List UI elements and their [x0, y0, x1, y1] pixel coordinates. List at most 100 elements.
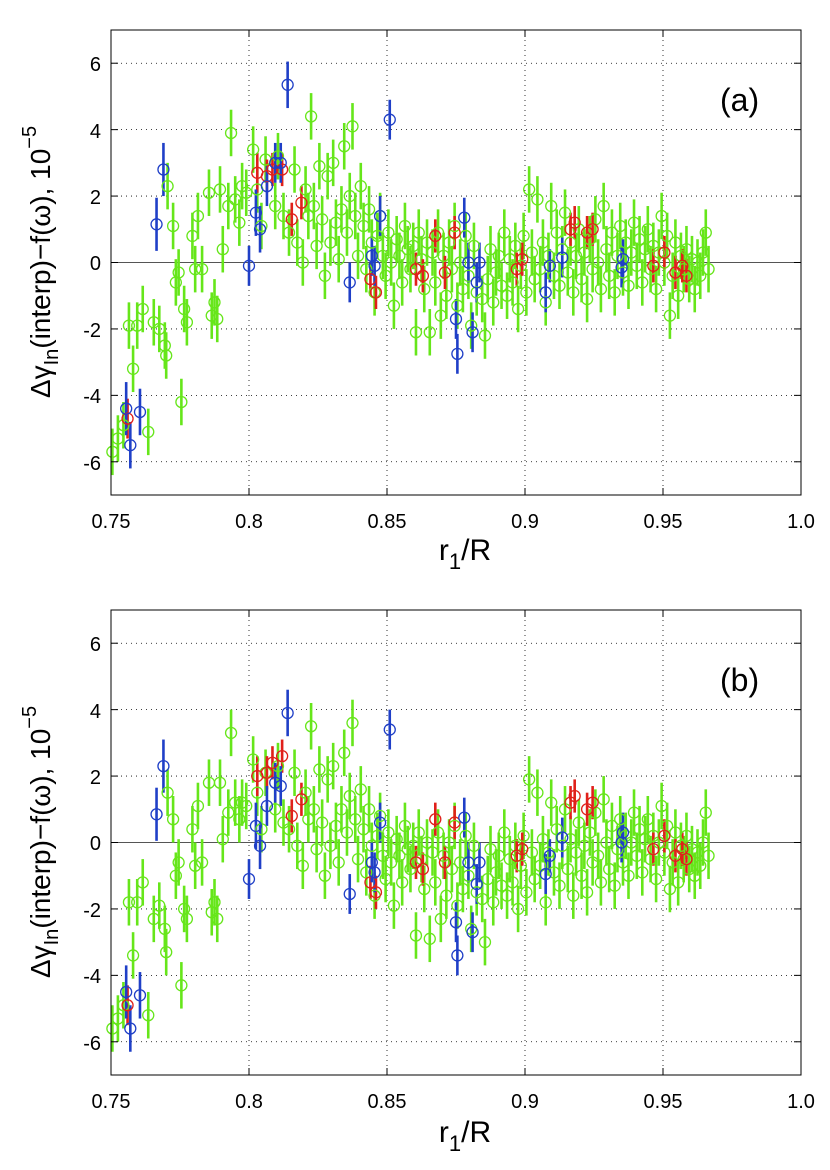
- green-data-point: [569, 249, 583, 263]
- green-data-point: [699, 226, 712, 239]
- green-data-point: [511, 302, 525, 316]
- green-data-point: [211, 912, 224, 926]
- blue-data-point: [451, 949, 464, 962]
- green-data-point: [222, 806, 235, 819]
- green-data-point: [304, 720, 318, 733]
- green-data-point: [153, 322, 166, 336]
- green-data-point: [299, 786, 312, 799]
- green-data-point: [484, 243, 497, 256]
- green-data-point: [229, 193, 242, 206]
- green-data-point: [251, 786, 264, 799]
- green-data-point: [382, 826, 395, 839]
- y-tick-label: 0: [90, 253, 101, 275]
- green-data-point: [680, 829, 693, 843]
- blue-data-point: [120, 402, 133, 415]
- green-data-point: [558, 206, 572, 219]
- green-data-point: [453, 856, 467, 869]
- green-data-point: [398, 819, 412, 833]
- green-data-point: [382, 226, 395, 239]
- green-data-point: [633, 233, 646, 246]
- green-data-point: [539, 296, 552, 309]
- green-data-point: [240, 186, 253, 199]
- green-data-point: [332, 253, 345, 266]
- y-tick-labels: -6 -4 -2 0 2 4 6: [83, 54, 101, 475]
- blue-data-point: [451, 347, 464, 360]
- green-data-point: [448, 219, 461, 233]
- green-data-point: [376, 849, 390, 862]
- green-data-point: [630, 849, 643, 862]
- green-data-point: [180, 316, 194, 329]
- green-data-point: [191, 209, 205, 223]
- green-data-point: [240, 799, 253, 813]
- green-data-point: [390, 233, 403, 246]
- green-data-point: [561, 862, 574, 876]
- green-data-point: [669, 826, 682, 839]
- green-data-point: [327, 156, 340, 170]
- green-data-point: [166, 813, 180, 826]
- green-data-point: [487, 296, 500, 309]
- green-data-point: [547, 866, 561, 879]
- green-data-point: [478, 935, 492, 949]
- green-data-point: [536, 833, 550, 846]
- green-data-point: [564, 236, 577, 249]
- green-data-point: [111, 432, 125, 445]
- green-data-point: [569, 846, 583, 859]
- green-data-point: [545, 796, 558, 809]
- green-data-point: [160, 349, 173, 362]
- green-data-point: [597, 199, 610, 213]
- green-data-point: [426, 246, 439, 259]
- green-data-point: [694, 269, 707, 282]
- green-data-point: [213, 183, 227, 196]
- y-tick-label: -2: [83, 900, 101, 922]
- red-data-point: [586, 796, 599, 809]
- green-data-point: [106, 1022, 119, 1035]
- x-axis-label: r1/R: [439, 534, 491, 574]
- green-data-point: [277, 209, 290, 223]
- green-data-point: [696, 836, 710, 849]
- green-data-point: [318, 869, 332, 882]
- green-data-point: [509, 239, 522, 253]
- blue-data-point: [157, 163, 170, 176]
- green-data-point: [616, 266, 630, 279]
- green-data-point: [371, 829, 384, 843]
- green-data-point: [426, 846, 439, 859]
- green-data-point: [442, 836, 456, 849]
- green-data-point: [611, 842, 624, 856]
- red-data-point: [266, 756, 279, 769]
- green-data-point: [291, 839, 304, 852]
- green-data-point: [503, 253, 516, 266]
- red-data-point: [568, 789, 581, 803]
- green-data-point: [511, 902, 525, 916]
- x-label-tail: /R: [461, 1116, 491, 1149]
- green-data-point: [489, 266, 503, 279]
- green-data-point: [445, 862, 459, 876]
- green-data-point: [354, 783, 367, 796]
- green-data-point: [106, 445, 119, 458]
- green-data-point: [534, 859, 547, 872]
- green-data-point: [462, 869, 475, 882]
- green-data-point: [506, 276, 519, 289]
- green-data-point: [233, 813, 246, 826]
- green-data-point: [423, 932, 436, 945]
- green-data-point: [177, 302, 191, 316]
- green-data-point: [437, 849, 450, 862]
- green-data-point: [195, 856, 209, 869]
- green-data-point: [658, 256, 671, 269]
- green-data-point: [462, 269, 475, 282]
- blue-data-point: [556, 251, 569, 264]
- green-data-point: [669, 236, 682, 249]
- green-data-point: [233, 216, 246, 229]
- green-data-point: [655, 209, 668, 223]
- blue-data-point: [543, 259, 556, 272]
- red-data-point: [295, 196, 308, 209]
- green-data-point: [158, 922, 171, 936]
- blue-data-point: [242, 872, 256, 886]
- blue-data-point: [383, 723, 396, 736]
- x-tick-label: 0.75: [92, 1091, 131, 1113]
- green-data-point: [409, 326, 423, 339]
- green-data-point: [580, 886, 594, 899]
- green-data-point: [269, 199, 282, 213]
- y-tick-label: -6: [83, 453, 101, 475]
- green-data-point: [476, 892, 489, 906]
- y-label-sub: In: [41, 929, 63, 946]
